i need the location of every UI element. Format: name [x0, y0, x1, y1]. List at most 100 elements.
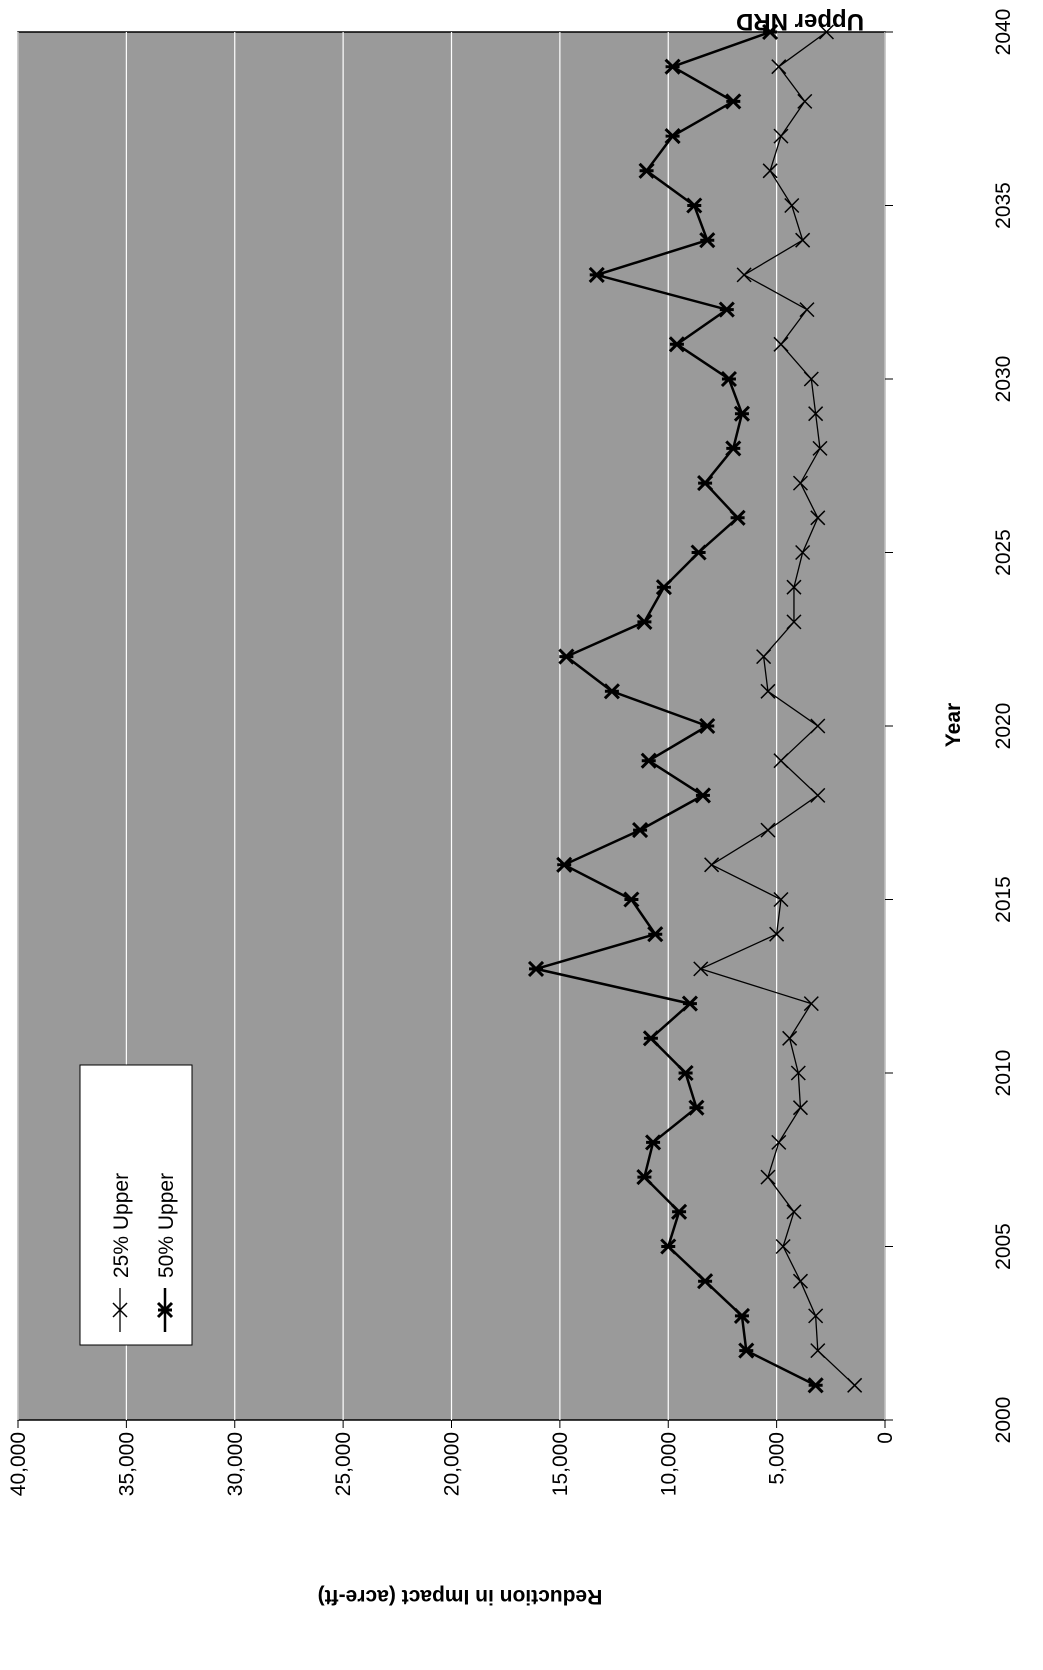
data-point	[588, 266, 605, 283]
data-point	[847, 1377, 863, 1393]
data-point	[760, 683, 776, 699]
data-point	[792, 475, 808, 491]
data-point	[792, 1273, 808, 1289]
y-tick-label: 10,000	[657, 1432, 680, 1496]
data-point	[790, 1065, 806, 1081]
data-point	[773, 336, 789, 352]
data-point	[810, 787, 826, 803]
data-point	[720, 370, 738, 388]
data-point	[655, 579, 672, 596]
y-tick-label: 25,000	[332, 1432, 355, 1496]
data-point	[786, 579, 802, 595]
series-line	[698, 31, 856, 1386]
y-tick-label: 20,000	[441, 1432, 464, 1496]
data-point	[718, 301, 735, 318]
data-point	[818, 24, 835, 40]
data-point	[808, 1308, 824, 1324]
x-tick-label: 2030	[992, 356, 1015, 403]
data-point	[762, 163, 778, 179]
x-tick-label: 2025	[992, 529, 1015, 576]
data-point	[729, 509, 746, 526]
data-point	[797, 93, 813, 109]
data-point	[808, 406, 824, 422]
chart-title: Upper NRD	[736, 8, 864, 35]
data-point	[636, 613, 653, 630]
data-point	[762, 23, 779, 41]
data-point	[556, 856, 573, 873]
data-point	[810, 510, 826, 526]
data-point	[760, 822, 776, 838]
data-point	[812, 440, 828, 456]
x-tick-label: 2010	[992, 1050, 1015, 1097]
x-tick-label: 2040	[992, 9, 1015, 56]
data-point	[636, 1169, 653, 1186]
data-point	[803, 996, 819, 1012]
data-point	[773, 753, 789, 769]
data-point	[704, 857, 720, 873]
x-tick-label: 2000	[992, 1397, 1015, 1444]
data-point	[786, 614, 802, 630]
x-axis-title: Year	[942, 703, 965, 747]
data-point	[733, 1307, 751, 1324]
data-point	[623, 891, 640, 908]
data-point	[699, 232, 716, 249]
legend-box	[79, 1064, 193, 1346]
data-point	[558, 648, 575, 665]
data-point	[638, 162, 655, 179]
data-point	[697, 475, 714, 492]
x-tick-label: 2020	[992, 703, 1015, 750]
legend: 25% Upper 50% Upper	[79, 1064, 193, 1346]
data-point	[677, 1064, 694, 1082]
data-point	[795, 544, 811, 561]
data-point	[603, 683, 620, 700]
data-point	[664, 128, 681, 145]
data-point	[773, 891, 789, 908]
y-tick-label: 0	[874, 1432, 897, 1444]
y-tick-label: 35,000	[115, 1432, 138, 1496]
x-tick-label: 2035	[992, 182, 1015, 229]
x-tick-label: 2005	[992, 1223, 1015, 1270]
data-point	[771, 59, 787, 75]
data-point	[694, 787, 711, 804]
data-point	[733, 405, 751, 422]
data-point	[725, 93, 742, 110]
data-point	[664, 58, 681, 75]
data-point	[786, 1204, 802, 1220]
data-point	[640, 752, 657, 769]
data-point	[792, 1100, 808, 1116]
legend-marker	[156, 1301, 174, 1319]
data-point	[769, 926, 785, 942]
data-point	[795, 232, 811, 248]
y-axis-title: Reduction in Impact (acre-ft)	[318, 1585, 603, 1608]
data-point	[773, 128, 789, 144]
data-point	[799, 302, 815, 318]
data-point	[660, 1238, 677, 1255]
data-point	[810, 1343, 826, 1359]
data-point	[771, 1134, 787, 1150]
series-line	[535, 30, 817, 1387]
data-point	[803, 371, 819, 387]
data-point	[782, 1030, 798, 1046]
data-point	[725, 440, 742, 457]
data-point	[736, 267, 752, 283]
data-point	[693, 961, 709, 977]
y-tick-label: 5,000	[766, 1432, 789, 1485]
data-point	[784, 197, 800, 214]
y-tick-label: 40,000	[7, 1432, 30, 1496]
data-point	[632, 822, 649, 839]
data-point	[807, 1377, 824, 1394]
data-point	[686, 197, 703, 214]
data-point	[775, 1238, 791, 1255]
data-point	[699, 717, 716, 735]
data-point	[810, 718, 826, 734]
legend-label: 50% Upper	[155, 1173, 178, 1278]
data-point	[671, 1203, 688, 1220]
data-point	[642, 1030, 659, 1047]
data-point	[688, 1099, 705, 1116]
y-tick-label: 30,000	[224, 1432, 247, 1496]
x-tick-label: 2015	[992, 876, 1015, 923]
data-point	[668, 336, 685, 353]
data-point	[756, 649, 772, 665]
data-point	[760, 1169, 776, 1185]
